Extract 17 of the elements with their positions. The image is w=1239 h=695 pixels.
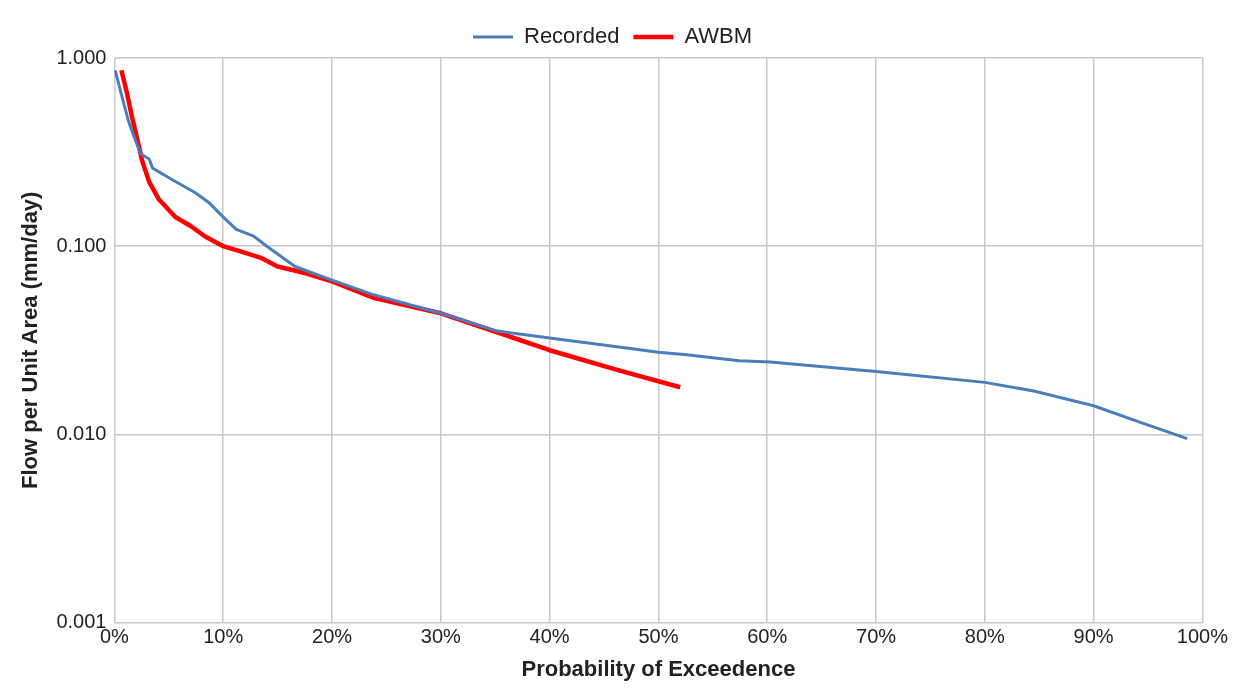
- legend-label: Recorded: [523, 23, 620, 49]
- y-axis-title: Flow per Unit Area (mm/day): [17, 191, 43, 490]
- x-tick-label: 60%: [747, 625, 788, 648]
- x-tick-label: 30%: [420, 625, 462, 648]
- y-tick-label: 1.000: [56, 45, 107, 68]
- x-tick-label: 10%: [203, 625, 244, 648]
- x-tick-label: 80%: [964, 625, 1006, 648]
- legend-label: AWBM: [684, 23, 753, 49]
- x-tick-label: 50%: [638, 625, 679, 648]
- x-tick-label: 40%: [529, 625, 570, 648]
- x-tick-label: 20%: [312, 625, 353, 648]
- x-tick-label: 100%: [1176, 625, 1229, 648]
- x-tick-label: 90%: [1073, 625, 1114, 648]
- y-tick-label: 0.100: [56, 233, 107, 256]
- y-tick-label: 0.010: [56, 421, 107, 444]
- x-axis-title: Probability of Exceedence: [521, 655, 796, 681]
- x-tick-label: 70%: [856, 625, 897, 648]
